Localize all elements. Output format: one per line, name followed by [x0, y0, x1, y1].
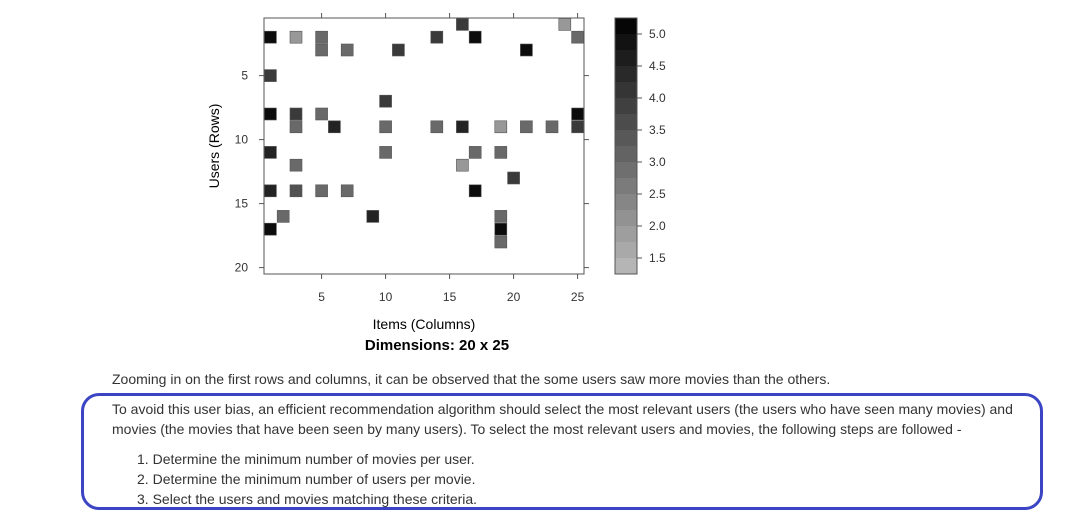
- colorbar-segment: [615, 242, 637, 259]
- heatmap-cell: [494, 235, 508, 249]
- heatmap-cell: [315, 184, 328, 198]
- heatmap-cell: [494, 146, 508, 159]
- colorbar-segment: [615, 98, 637, 115]
- y-tick-label: 15: [235, 197, 249, 211]
- heatmap-cell: [571, 30, 584, 44]
- heatmap-cell: [571, 107, 584, 121]
- x-axis-label: Items (Columns): [373, 316, 476, 332]
- heatmap-cell: [494, 222, 508, 236]
- colorbar-segment: [615, 146, 637, 163]
- heatmap-cell: [264, 184, 277, 198]
- plot-frame: [263, 17, 585, 275]
- heatmap-cell: [545, 120, 559, 134]
- heatmap-cell: [379, 146, 392, 159]
- list-item: 2. Determine the minimum number of users…: [112, 469, 477, 489]
- x-tick-label: 25: [571, 290, 585, 304]
- colorbar-tick-label: 5.0: [649, 27, 666, 41]
- heatmap-cell: [289, 184, 303, 198]
- colorbar-segment: [615, 194, 637, 211]
- colorbar-segment: [615, 162, 637, 179]
- step-number: 3.: [137, 491, 149, 507]
- heatmap-cell: [340, 184, 354, 198]
- colorbar-frame: [614, 17, 638, 275]
- heatmap-cell: [315, 107, 328, 121]
- heatmap-chart: 5 10 15 20 25 5 10 15 20 5.0 4.5 4.0 3.5 3.0 2.5 2.0 1.…: [206, 13, 666, 354]
- heatmap-cell: [571, 120, 584, 134]
- colorbar-tick-label: 2.0: [649, 219, 666, 233]
- heatmap-cell: [379, 94, 392, 108]
- step-text: Select the users and movies matching the…: [152, 491, 478, 507]
- heatmap-cell: [289, 30, 303, 44]
- colorbar-tick-label: 2.5: [649, 187, 666, 201]
- heatmap-cell: [507, 171, 520, 185]
- colorbar-tick-label: 1.5: [649, 251, 666, 265]
- heatmap-cell: [520, 120, 533, 134]
- heatmap-cell: [289, 120, 303, 134]
- heatmap-cell: [289, 158, 303, 172]
- colorbar-segment: [615, 114, 637, 131]
- colorbar-segment: [615, 66, 637, 83]
- user-bias-paragraph: To avoid this user bias, an efficient re…: [112, 401, 1013, 437]
- x-tick-label: 5: [318, 290, 325, 304]
- chart-title: Dimensions: 20 x 25: [365, 337, 509, 354]
- colorbar-segment: [615, 258, 637, 275]
- colorbar-segment: [615, 178, 637, 195]
- colorbar-segment: [615, 50, 637, 67]
- colorbar-segment: [615, 226, 637, 243]
- colorbar-segment: [615, 130, 637, 147]
- step-number: 2.: [137, 471, 149, 487]
- x-tick-label: 15: [443, 290, 457, 304]
- y-tick-label: 5: [241, 69, 248, 83]
- colorbar-tick-label: 4.0: [649, 91, 666, 105]
- heatmap-cell: [315, 43, 328, 57]
- y-axis-label: Users (Rows): [206, 104, 222, 189]
- heatmap-cell: [468, 146, 482, 159]
- heatmap-cell: [558, 18, 572, 31]
- heatmap-cell: [468, 184, 482, 198]
- zoom-observation-paragraph: Zooming in on the first rows and columns…: [112, 371, 831, 387]
- heatmap-cell: [289, 107, 303, 121]
- heatmap-cell: [276, 210, 290, 223]
- highlight-box: [81, 393, 1043, 510]
- heatmap-cell: [520, 43, 533, 57]
- step-text: Determine the minimum number of users pe…: [152, 471, 476, 487]
- steps-list: 1. Determine the minimum number of movie…: [112, 449, 477, 509]
- heatmap-cell: [328, 120, 341, 134]
- heatmap-cell: [264, 146, 277, 159]
- heatmap-cell: [494, 120, 508, 134]
- colorbar-segment: [615, 210, 637, 227]
- heatmap-cell: [366, 210, 380, 223]
- colorbar-segment: [615, 18, 637, 35]
- list-item: 1. Determine the minimum number of movie…: [112, 449, 477, 469]
- colorbar-tick-label: 3.5: [649, 123, 666, 137]
- step-number: 1.: [137, 451, 149, 467]
- heatmap-cell: [430, 30, 444, 44]
- heatmap-cell: [264, 222, 277, 236]
- y-tick-label: 10: [235, 133, 249, 147]
- heatmap-cell: [392, 43, 405, 57]
- heatmap-cell: [264, 69, 277, 82]
- x-tick-label: 10: [379, 290, 393, 304]
- heatmap-cell: [315, 30, 328, 44]
- step-text: Determine the minimum number of movies p…: [152, 451, 475, 467]
- heatmap-cell: [456, 120, 469, 134]
- x-tick-label: 20: [507, 290, 521, 304]
- colorbar-segment: [615, 82, 637, 99]
- heatmap-cell: [264, 107, 277, 121]
- list-item: 3. Select the users and movies matching …: [112, 489, 477, 509]
- heatmap-cell: [494, 210, 508, 223]
- heatmap-cell: [430, 120, 444, 134]
- colorbar-tick-label: 4.5: [649, 59, 666, 73]
- heatmap-cell: [340, 43, 354, 57]
- y-tick-label: 20: [235, 261, 249, 275]
- colorbar-segment: [615, 34, 637, 51]
- colorbar-tick-label: 3.0: [649, 155, 666, 169]
- heatmap-cell: [379, 120, 392, 134]
- heatmap-cell: [456, 158, 469, 172]
- heatmap-cell: [468, 30, 482, 44]
- heatmap-cell: [456, 18, 469, 31]
- heatmap-cell: [264, 30, 277, 44]
